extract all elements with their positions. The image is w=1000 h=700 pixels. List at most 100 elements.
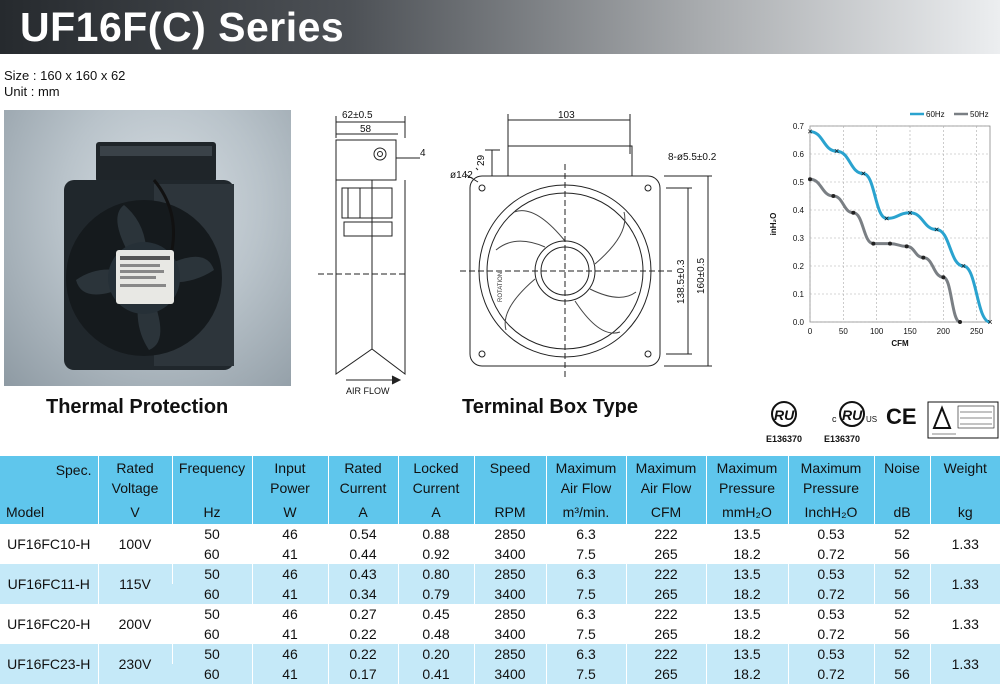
performance-chart: 0.0 0.1 0.2 0.3 0.4 0.5 0.6 0.7 0 50 100 150 200 250 C… bbox=[769, 110, 993, 348]
data-point-marker bbox=[921, 255, 926, 260]
terminal-box-caption: Terminal Box Type bbox=[462, 396, 638, 418]
page-title: UF16F(C) Series bbox=[20, 4, 345, 50]
table-cell: 2850 bbox=[473, 524, 546, 544]
table-cell: 13.5 bbox=[705, 564, 788, 584]
table-cell: 0.72 bbox=[787, 664, 874, 684]
table-cell: 52 bbox=[873, 644, 930, 664]
data-point-marker bbox=[941, 275, 946, 280]
table-cell: 0.53 bbox=[787, 644, 874, 664]
table-cell: 18.2 bbox=[705, 624, 788, 644]
dim-138-5: 138.5±0.3 bbox=[676, 259, 687, 304]
table-cell: 7.5 bbox=[545, 624, 626, 644]
table-cell: 52 bbox=[873, 564, 930, 584]
table-cell: 7.5 bbox=[545, 544, 626, 564]
header-label: Weight bbox=[943, 460, 987, 476]
dim-160: 160±0.5 bbox=[696, 257, 707, 294]
table-cell: 2850 bbox=[473, 604, 546, 624]
header-unit: Hz bbox=[203, 504, 221, 520]
table-cell: 265 bbox=[625, 624, 706, 644]
x-tick-label: 200 bbox=[937, 327, 951, 336]
data-point-marker bbox=[831, 194, 836, 198]
header-unit: RPM bbox=[494, 504, 526, 520]
data-point-marker: × bbox=[907, 208, 912, 218]
x-tick-label: 100 bbox=[870, 327, 884, 336]
x-tick-label: 150 bbox=[903, 327, 917, 336]
table-cell: 3400 bbox=[473, 544, 546, 564]
rated-voltage: 100V bbox=[97, 524, 172, 564]
data-point-marker: × bbox=[961, 261, 966, 271]
y-tick-label: 0.1 bbox=[793, 290, 805, 299]
y-axis-label: inH₂O bbox=[769, 213, 778, 236]
front-view bbox=[460, 114, 712, 379]
x-tick-label: 50 bbox=[839, 327, 848, 336]
svg-text:CE: CE bbox=[886, 404, 917, 429]
product-photo bbox=[4, 110, 291, 386]
ce-logo: CE bbox=[886, 404, 917, 429]
title-bar: UF16F(C) Series bbox=[0, 0, 1000, 54]
weight: 1.33 bbox=[929, 644, 1000, 684]
table-cell: 46 bbox=[251, 644, 328, 664]
ul-file-number: E136370 bbox=[766, 434, 803, 444]
table-row: 60 41 0.44 0.92 3400 7.5 265 18.2 0.72 56 bbox=[0, 544, 1000, 564]
header-label: Maximum Pressure bbox=[800, 460, 862, 496]
dim-58: 58 bbox=[360, 124, 372, 135]
airflow-label: AIR FLOW bbox=[346, 386, 390, 396]
table-cell: 0.88 bbox=[397, 524, 474, 544]
table-cell: 0.22 bbox=[327, 644, 398, 664]
table-cell: 0.22 bbox=[327, 624, 398, 644]
table-row: UF16FC10-H 100V 50 46 0.54 0.88 2850 6.3 222 13.5… bbox=[0, 524, 1000, 564]
header-spec-label: Spec. bbox=[55, 462, 92, 478]
dim-4: 4 bbox=[420, 148, 426, 159]
table-cell: 7.5 bbox=[545, 664, 626, 684]
table-cell: 0.44 bbox=[327, 544, 398, 564]
table-cell: 222 bbox=[625, 644, 706, 664]
table-cell: 265 bbox=[625, 584, 706, 604]
table-cell: 56 bbox=[873, 664, 930, 684]
rated-voltage: 115V bbox=[97, 564, 172, 604]
table-cell: 41 bbox=[251, 664, 328, 684]
table-cell: 6.3 bbox=[545, 524, 626, 544]
dim-103: 103 bbox=[558, 110, 575, 121]
legend-label: 60Hz bbox=[926, 110, 945, 119]
model-name: UF16FC11-H bbox=[0, 564, 98, 604]
table-cell: 222 bbox=[625, 564, 706, 584]
svg-text:RU: RU bbox=[774, 407, 795, 423]
table-cell: 50 bbox=[171, 604, 252, 624]
table-cell: 3400 bbox=[473, 584, 546, 604]
header-unit: CFM bbox=[650, 504, 682, 520]
table-cell: 3400 bbox=[473, 664, 546, 684]
table-cell: 6.3 bbox=[545, 564, 626, 584]
table-cell: 0.20 bbox=[397, 644, 474, 664]
y-tick-label: 0.5 bbox=[793, 178, 805, 187]
rated-voltage: 200V bbox=[97, 604, 172, 644]
weight: 1.33 bbox=[929, 524, 1000, 564]
data-point-marker bbox=[958, 320, 962, 324]
header-maximum-pressure-mmh-o: Maximum Pressure mmH₂O bbox=[705, 456, 788, 524]
header-label: Frequency bbox=[178, 460, 246, 476]
model-name: UF16FC10-H bbox=[0, 524, 98, 564]
table-cell: 13.5 bbox=[705, 524, 788, 544]
cul-logo: RU c US bbox=[832, 401, 877, 427]
thermal-protection-caption: Thermal Protection bbox=[46, 396, 229, 418]
table-cell: 60 bbox=[172, 664, 252, 684]
table-cell: 0.27 bbox=[327, 604, 398, 624]
certifications: RU RU c US CE E136370 E136370 bbox=[760, 398, 1000, 448]
table-header-row: Spec. Model Rated Voltage V Frequency Hz Inp… bbox=[0, 456, 1000, 524]
table-cell: 0.34 bbox=[327, 584, 398, 604]
header-label: Maximum Pressure bbox=[716, 460, 778, 496]
header-unit: mmH₂O bbox=[722, 504, 772, 520]
table-row: UF16FC23-H 230V 50 46 0.22 0.20 2850 6.3 222 13.5… bbox=[0, 644, 1000, 684]
header-label: Maximum Air Flow bbox=[555, 460, 617, 496]
x-axis-label: CFM bbox=[891, 339, 909, 348]
data-point-marker bbox=[888, 241, 892, 246]
table-cell: 50 bbox=[171, 564, 252, 584]
header-unit: V bbox=[130, 504, 140, 520]
header-unit: A bbox=[431, 504, 441, 520]
header-label: Locked Current bbox=[412, 460, 460, 496]
table-cell: 50 bbox=[171, 524, 252, 544]
header-unit: W bbox=[283, 504, 297, 520]
header-unit: InchH₂O bbox=[804, 504, 858, 520]
header-unit: kg bbox=[957, 504, 973, 520]
data-point-marker: × bbox=[987, 317, 992, 327]
table-cell: 222 bbox=[625, 604, 706, 624]
